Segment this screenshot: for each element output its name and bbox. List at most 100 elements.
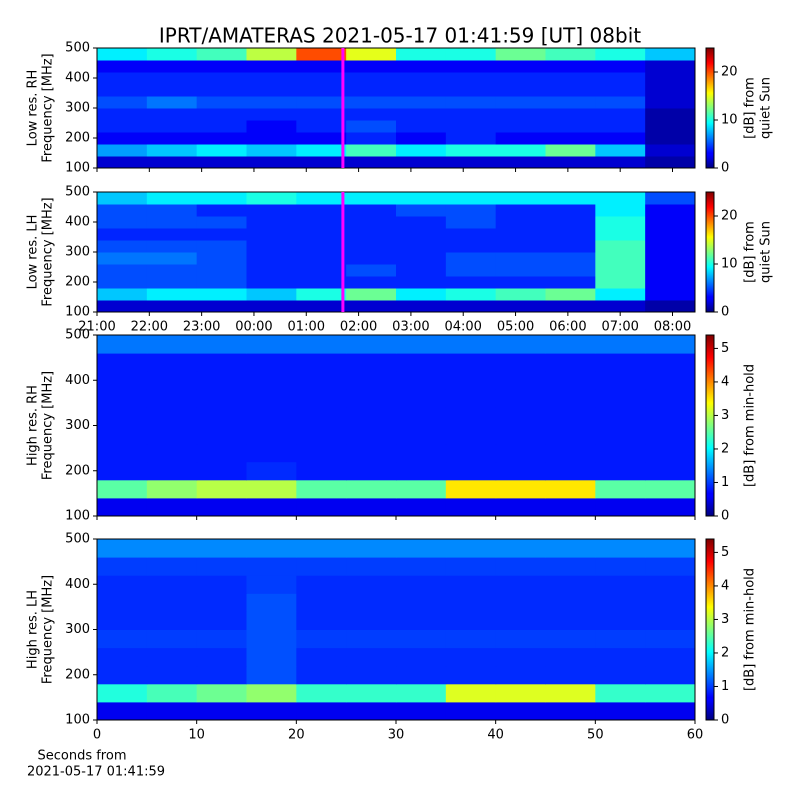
heatmap-cell: [495, 575, 546, 594]
heatmap-cell: [445, 701, 497, 721]
x-tick-label: 50: [587, 728, 604, 743]
heatmap-cell: [296, 683, 347, 703]
heatmap-cell: [645, 96, 696, 109]
heatmap-cell: [645, 60, 696, 73]
heatmap-cell: [196, 72, 247, 85]
heatmap-cell: [346, 629, 397, 649]
heatmap-cell: [645, 353, 696, 372]
heatmap-cell: [246, 497, 297, 517]
heatmap-cell: [97, 389, 148, 408]
heatmap-cell: [196, 240, 247, 253]
heatmap-cell: [146, 335, 198, 354]
heatmap-cell: [595, 629, 646, 649]
heatmap-cell: [296, 479, 347, 499]
colorbar-tick-label: 3: [721, 612, 729, 627]
heatmap-cell: [246, 276, 297, 289]
heatmap-cell: [645, 240, 696, 253]
heatmap-cell: [396, 156, 447, 169]
heatmap-cell: [495, 156, 546, 169]
heatmap-cell: [97, 497, 148, 517]
heatmap-cell: [296, 353, 347, 372]
heatmap-cell: [595, 228, 646, 241]
heatmap-cell: [645, 371, 696, 390]
heatmap-cell: [296, 228, 347, 241]
heatmap-cell: [296, 288, 347, 301]
colorbar-tick-label: 20: [721, 209, 738, 224]
heatmap-cell: [246, 72, 297, 85]
x-tick-label: 05:00: [497, 320, 534, 335]
heatmap-cell: [396, 192, 447, 205]
heatmap-cell: [495, 479, 546, 499]
colorbar-label: [dB] from: [743, 77, 758, 139]
x-tick-label: 23:00: [183, 320, 220, 335]
heatmap-cell: [595, 276, 646, 289]
heatmap-cell: [97, 96, 148, 109]
heatmap-cell: [196, 108, 247, 121]
y-tick-label: 400: [65, 373, 90, 388]
y-tick-label: 100: [65, 305, 90, 320]
heatmap-cell: [645, 144, 696, 157]
y-axis-label: High res. RH: [26, 385, 41, 466]
heatmap-cell: [396, 539, 447, 558]
y-tick-label: 400: [65, 215, 90, 230]
heatmap-cell: [346, 216, 397, 229]
heatmap-cell: [196, 557, 247, 576]
heatmap-cell: [645, 497, 696, 517]
heatmap-cell: [97, 48, 148, 61]
heatmap-cell: [645, 156, 696, 169]
heatmap-cell: [495, 228, 546, 241]
heatmap-cell: [97, 479, 148, 499]
heatmap-cell: [97, 647, 148, 667]
heatmap-cell: [595, 60, 646, 73]
heatmap-cell: [196, 593, 247, 612]
heatmap-cell: [595, 575, 646, 594]
heatmap-cell: [445, 228, 497, 241]
heatmap-cell: [346, 575, 397, 594]
heatmap-cell: [196, 48, 247, 61]
heatmap-cell: [146, 557, 198, 576]
heatmap-cell: [97, 539, 148, 558]
heatmap-cell: [645, 264, 696, 277]
heatmap-cell: [495, 108, 546, 121]
heatmap-cell: [396, 629, 447, 649]
heatmap-cell: [396, 264, 447, 277]
heatmap-cell: [346, 557, 397, 576]
heatmap-cell: [346, 276, 397, 289]
heatmap-cell: [396, 335, 447, 354]
heatmap-cell: [495, 353, 546, 372]
heatmap-cell: [545, 120, 596, 133]
heatmap-cell: [346, 683, 397, 703]
heatmap-cell: [346, 288, 397, 301]
heatmap-cell: [495, 216, 546, 229]
heatmap-cell: [296, 389, 347, 408]
x-tick-label: 08:00: [654, 320, 691, 335]
y-axis-label: Low res. RH: [26, 70, 41, 147]
heatmap-cell: [296, 593, 347, 612]
heatmap-cell: [296, 497, 347, 517]
heatmap-cell: [595, 252, 646, 265]
heatmap-cell: [445, 96, 497, 109]
heatmap-cell: [196, 252, 247, 265]
heatmap-cell: [595, 120, 646, 133]
heatmap-cell: [296, 48, 347, 61]
heatmap-cell: [146, 461, 198, 481]
heatmap-cell: [196, 264, 247, 277]
y-tick-label: 100: [65, 509, 90, 524]
heatmap-cell: [645, 48, 696, 61]
heatmap-cell: [246, 557, 297, 576]
heatmap-cell: [246, 84, 297, 97]
heatmap-cell: [595, 371, 646, 390]
heatmap-cell: [296, 264, 347, 277]
heatmap-cell: [346, 335, 397, 354]
heatmap-cell: [146, 204, 198, 217]
heatmap-cell: [346, 593, 397, 612]
heatmap-cell: [545, 108, 596, 121]
heatmap-cell: [196, 120, 247, 133]
heatmap-cell: [246, 204, 297, 217]
heatmap-cell: [346, 204, 397, 217]
heatmap-cell: [396, 120, 447, 133]
x-tick-label: 30: [388, 728, 405, 743]
heatmap-cell: [246, 443, 297, 463]
heatmap-cell: [296, 276, 347, 289]
heatmap-cell: [346, 156, 397, 169]
